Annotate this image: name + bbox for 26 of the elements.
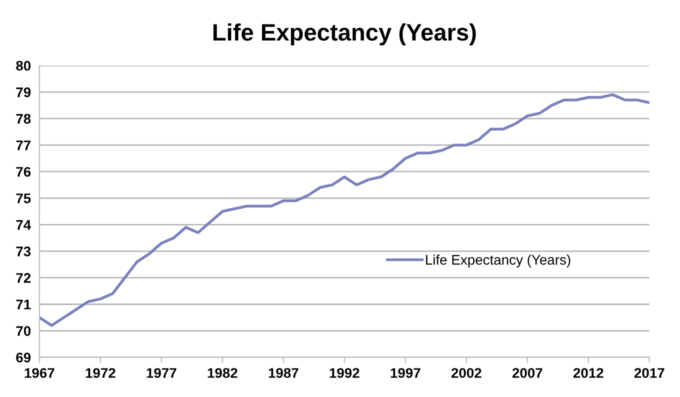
legend-label: Life Expectancy (Years) <box>426 254 570 268</box>
y-tick-label: 78 <box>16 114 31 124</box>
y-tick-label: 75 <box>16 194 31 204</box>
y-tick-label: 69 <box>16 352 31 362</box>
x-tick-label: 2002 <box>451 368 482 378</box>
chart-title: Life Expectancy (Years) <box>213 23 476 46</box>
x-tick-label: 1977 <box>146 368 176 378</box>
x-tick-label: 1972 <box>86 368 116 378</box>
x-tick-label: 2012 <box>573 368 604 378</box>
y-tick-label: 76 <box>16 166 31 177</box>
x-tick-label: 1992 <box>330 368 360 378</box>
x-tick-label: 1967 <box>24 368 54 378</box>
x-tick-label: 1987 <box>268 368 298 378</box>
y-tick-label: 71 <box>16 300 31 310</box>
x-tick-label: 2007 <box>512 368 542 378</box>
x-tick-label: 1982 <box>208 368 238 378</box>
y-tick-label: 74 <box>16 220 32 230</box>
y-tick-label: 73 <box>16 246 31 256</box>
y-tick-label: 80 <box>16 60 31 71</box>
y-tick-label: 77 <box>16 140 30 150</box>
y-tick-label: 70 <box>16 326 31 336</box>
x-tick-label: 2017 <box>634 368 664 378</box>
y-tick-label: 79 <box>16 87 31 98</box>
line-series <box>39 93 650 327</box>
y-tick-label: 72 <box>16 273 31 283</box>
x-tick-label: 1997 <box>390 368 420 378</box>
